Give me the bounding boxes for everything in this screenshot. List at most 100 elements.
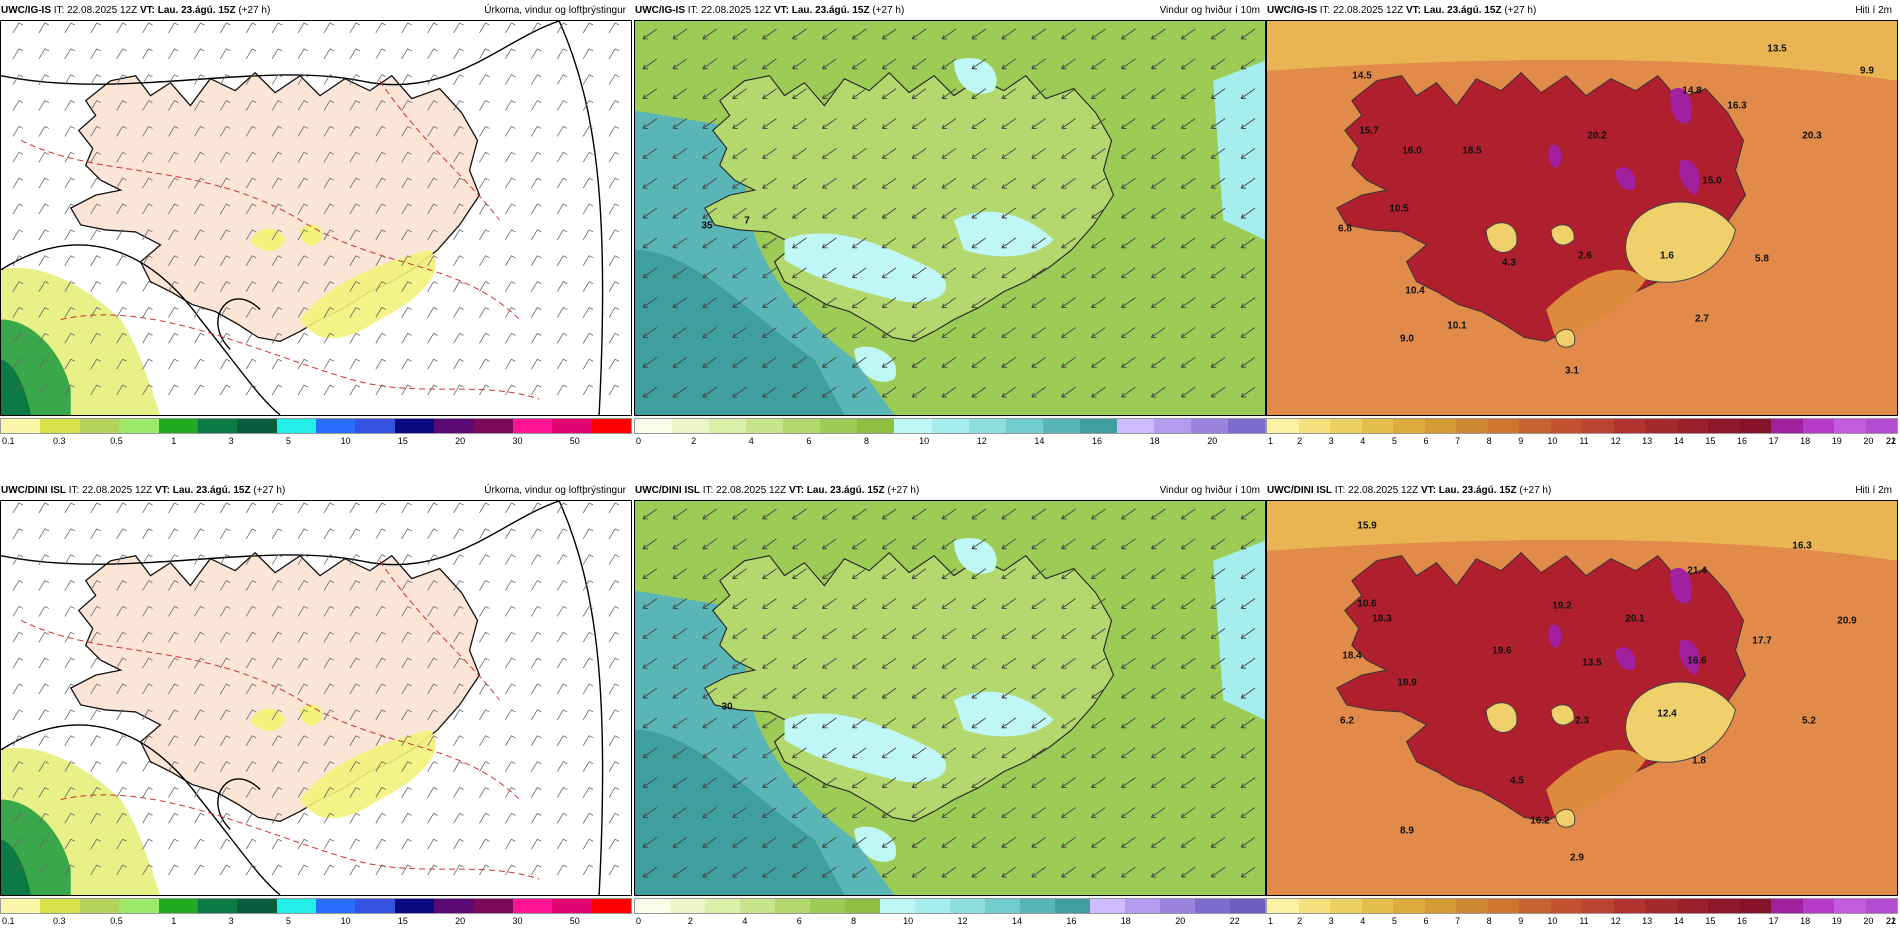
legend-tick-label: 10 [1547, 436, 1558, 446]
legend-swatch [894, 419, 932, 433]
map-value-label: 3.1 [1565, 365, 1579, 377]
init-time: IT: 22.08.2025 12Z [1334, 485, 1419, 496]
legend-tick-label: 0 [636, 916, 642, 926]
temperature-zones [1485, 201, 1737, 348]
map-value-label: 19.2 [1552, 600, 1572, 612]
map-value-label: 5.2 [1802, 715, 1816, 727]
legend-tick-label: 10 [919, 436, 930, 446]
legend-swatch [552, 419, 592, 433]
legend-swatch [1739, 899, 1771, 913]
legend-swatch [1613, 419, 1645, 433]
legend-swatch [1645, 419, 1677, 433]
lead-time: (+27 h) [887, 485, 920, 496]
legend-swatch [434, 899, 474, 913]
legend-tick-label: 50 [569, 916, 580, 926]
map-wind[interactable]: 30 [634, 500, 1266, 896]
legend-swatch [845, 899, 880, 913]
map-wind[interactable]: 35 7 [634, 20, 1266, 416]
color-legend-bar [0, 898, 632, 914]
valid-time-label: VT: [139, 5, 155, 16]
valid-time-label: VT: [788, 485, 804, 496]
legend-tick-label: 4 [1360, 436, 1366, 446]
legend-tick-label: 10 [340, 916, 351, 926]
map-value-label: 5.8 [1755, 253, 1769, 265]
legend-swatch [316, 899, 356, 913]
legend-tick-label: 18 [1149, 436, 1160, 446]
legend-tick-label: 0.5 [110, 436, 123, 446]
model-name: UWC/DINI ISL [1, 485, 66, 496]
iceland-landmass [704, 551, 1115, 822]
init-time: IT: 22.08.2025 12Z [702, 485, 787, 496]
map-value-label: 21.4 [1687, 565, 1707, 577]
legend-swatch [857, 419, 895, 433]
init-time: IT: 22.08.2025 12Z [687, 5, 772, 16]
panel-temp-igis: UWC/IG-IS IT: 22.08.2025 12Z VT: Lau. 23… [1266, 0, 1898, 456]
legend-tick-label: 3 [228, 916, 234, 926]
legend-swatch [746, 419, 784, 433]
legend-swatch [158, 899, 198, 913]
gust-areas [784, 58, 1054, 382]
legend-tick-label: 8 [1486, 916, 1492, 926]
legend-swatch [276, 899, 316, 913]
legend-swatch [1125, 899, 1160, 913]
legend-swatch [740, 899, 775, 913]
legend-swatch [79, 899, 120, 913]
map-value-label: 16.0 [1402, 145, 1422, 157]
map-precip[interactable] [0, 20, 632, 416]
map-precip[interactable] [0, 500, 632, 896]
legend-swatch [1424, 419, 1456, 433]
legend-tick-label: 16 [1736, 436, 1748, 446]
legend-swatch [394, 419, 435, 433]
panel-title: Vindur og hviður í 10m [1159, 5, 1260, 16]
map-value-label: 17.7 [1752, 635, 1772, 647]
map-temperature[interactable]: 14.5 13.5 9.9 14.8 16.3 15.7 16.0 18.5 20.2 20.3 1… [1266, 20, 1898, 416]
valid-time: Lau. 23.ágú. 15Z [806, 485, 885, 496]
legend-tick-label: 30 [512, 436, 523, 446]
legend-swatch [1676, 899, 1708, 913]
legend-swatch [79, 419, 120, 433]
map-value-label: 20.2 [1587, 130, 1607, 142]
legend-swatch [1519, 419, 1551, 433]
legend-swatch [1613, 899, 1645, 913]
legend-swatch [473, 899, 513, 913]
legend-tick-label: 12 [1610, 436, 1621, 446]
legend-tick-label: 8 [863, 436, 869, 446]
legend-swatch [1116, 419, 1154, 433]
legend-tick-label: 7 [1455, 436, 1461, 446]
legend-tick-label: 16 [1091, 436, 1102, 446]
legend-swatch [709, 419, 747, 433]
legend-swatch [1298, 419, 1330, 433]
legend-swatch [1834, 419, 1866, 433]
legend-swatch [968, 419, 1006, 433]
legend-swatch [1020, 899, 1055, 913]
map-value-label: 2.6 [1578, 250, 1592, 262]
legend-tick-label: 12 [1610, 916, 1621, 926]
legend-swatch [670, 899, 705, 913]
legend-swatch [1708, 899, 1740, 913]
legend-tick-label: 15 [397, 916, 408, 926]
legend-tick-label: 18 [1800, 436, 1811, 446]
legend-tick-label: 2 [1297, 916, 1303, 926]
legend-tick-label: 9 [1518, 916, 1524, 926]
temperature-zones [1485, 681, 1737, 828]
legend-swatch [591, 419, 631, 433]
lead-time: (+27 h) [1504, 5, 1537, 16]
legend-tick-label: 6 [1423, 436, 1429, 446]
legend-swatch [820, 419, 858, 433]
map-temperature[interactable]: 15.9 16.3 21.4 10.6 18.3 19.2 20.1 17.7 20.9 19.6… [1266, 500, 1898, 896]
map-value-label: 4.5 [1510, 775, 1524, 787]
legend-tick-label: 13 [1642, 916, 1653, 926]
legend-swatch [1393, 419, 1425, 433]
legend-tick-label: 20 [1175, 916, 1186, 926]
legend-ticks: 0.1 0.3 0.5 1 3 5 10 15 20 30 50 [0, 435, 632, 447]
legend-swatch [40, 419, 80, 433]
panel-title: Hiti í 2m [1855, 485, 1892, 496]
warm-spots [1548, 568, 1700, 676]
map-value-label: 18.9 [1397, 677, 1417, 689]
legend-tick-label: 2 [1297, 436, 1303, 446]
gust-areas [784, 538, 1054, 862]
legend-tick-label: 3 [1328, 436, 1334, 446]
legend-tick-label: 14 [1034, 436, 1045, 446]
legend-tick-label: 6 [1423, 916, 1429, 926]
panel-header: UWC/IG-IS IT: 22.08.2025 12Z VT: Lau. 23… [634, 4, 1266, 18]
